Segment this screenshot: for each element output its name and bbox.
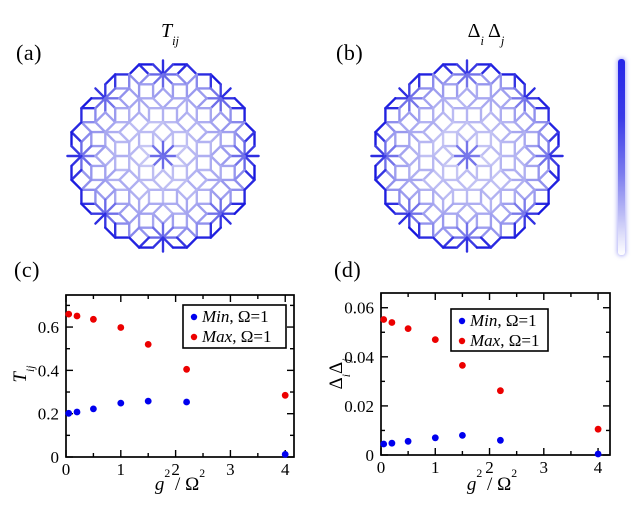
svg-text:0.6: 0.6	[38, 318, 59, 337]
svg-text:4: 4	[594, 458, 603, 477]
panel-d-label: (d)	[334, 257, 362, 282]
panel-a-label: (a)	[16, 40, 42, 65]
svg-text:Max, Ω=1: Max, Ω=1	[201, 327, 271, 346]
d-xlabel-omega: Ω	[497, 474, 512, 495]
panel-c-label: (c)	[14, 257, 40, 282]
colorbar	[618, 59, 625, 255]
panel-a-title-base: T	[160, 20, 173, 42]
d-xlabel-sup1: 2	[476, 467, 483, 481]
panel-b-label: (b)	[336, 40, 364, 65]
svg-text:0: 0	[51, 448, 60, 467]
panel-b-title-sub2: j	[500, 34, 505, 49]
d-xlabel-g: g	[466, 474, 477, 495]
d-tick-labels: 0 1 2 3 4 0 0.02 0.04 0.06	[344, 299, 603, 477]
svg-text:3: 3	[226, 460, 235, 479]
svg-text:0.06: 0.06	[344, 299, 374, 318]
d-series-max	[380, 316, 602, 433]
svg-text:2: 2	[171, 460, 180, 479]
svg-text:0: 0	[377, 458, 386, 477]
net-a-edges	[66, 59, 260, 253]
c-xlabel-sup1: 2	[164, 467, 171, 481]
panel-b-title: Δi Δj	[438, 20, 534, 47]
svg-text:1: 1	[117, 460, 126, 479]
panel-b-title-sub1: i	[480, 34, 484, 49]
panel-b-title-delta2: Δ	[488, 20, 501, 42]
d-series-min	[380, 432, 602, 458]
svg-text:0: 0	[62, 460, 71, 479]
svg-text:Min, Ω=1: Min, Ω=1	[201, 307, 269, 326]
net-b-edges	[370, 59, 564, 253]
svg-text:0.4: 0.4	[38, 361, 60, 380]
svg-text:Min, Ω=1: Min, Ω=1	[469, 311, 537, 330]
c-axes	[65, 294, 295, 458]
quasicrystal-network-a	[66, 59, 260, 253]
svg-text:0.2: 0.2	[38, 405, 59, 424]
c-xlabel-slash: /	[170, 474, 186, 495]
svg-text:2: 2	[485, 458, 494, 477]
c-xlabel-omega: Ω	[185, 474, 200, 495]
svg-text:3: 3	[540, 458, 549, 477]
quasicrystal-network-b	[370, 59, 564, 253]
d-xlabel-slash: /	[482, 474, 498, 495]
svg-text:1: 1	[431, 458, 440, 477]
svg-text:0: 0	[366, 446, 375, 465]
svg-text:Max, Ω=1: Max, Ω=1	[469, 331, 539, 350]
d-x-axis-label: g2 / Ω2	[450, 468, 534, 496]
panel-b-title-delta1: Δ	[467, 20, 481, 42]
c-xlabel-sup2: 2	[199, 467, 206, 481]
c-x-axis-label: g2 / Ω2	[138, 468, 222, 496]
panel-a-title: Tij	[128, 20, 212, 47]
c-tick-labels: 0 1 2 3 4 0 0.2 0.4 0.6	[38, 318, 290, 479]
d-xlabel-sup2: 2	[511, 467, 518, 481]
d-axes	[380, 292, 611, 456]
svg-text:4: 4	[281, 460, 290, 479]
svg-text:0.02: 0.02	[344, 397, 374, 416]
panel-a-title-sub: ij	[172, 34, 179, 49]
c-series-max	[65, 310, 289, 399]
svg-text:0.04: 0.04	[344, 348, 374, 367]
c-xlabel-g: g	[154, 474, 165, 495]
c-series-min	[65, 397, 289, 458]
